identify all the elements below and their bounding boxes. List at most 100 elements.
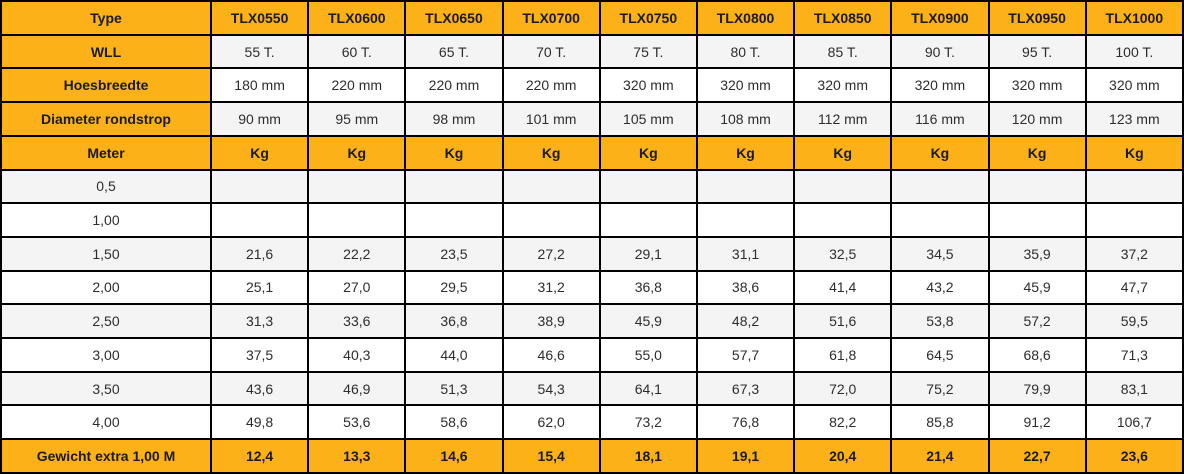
value-cell: 76,8 (695, 404, 796, 441)
value-cell: 45,9 (987, 269, 1087, 306)
value-cell: 12,4 (209, 438, 310, 474)
value-cell: 82,2 (793, 404, 893, 441)
value-cell: 95 mm (307, 101, 407, 137)
value-cell (695, 202, 796, 238)
value-cell: 220 mm (307, 67, 407, 104)
value-cell (598, 202, 698, 238)
value-cell: 32,5 (793, 235, 893, 272)
value-cell: 67,3 (695, 370, 796, 407)
value-cell (598, 168, 698, 205)
meter-row-1-50: 1,50 21,6 22,2 23,5 27,2 29,1 31,1 32,5 … (0, 235, 1184, 272)
value-cell: 220 mm (404, 67, 504, 104)
value-cell (209, 168, 310, 205)
value-cell (307, 202, 407, 238)
value-cell: 19,1 (695, 438, 796, 474)
value-cell: 101 mm (501, 101, 601, 137)
type-column-header: TLX0850 (793, 0, 893, 36)
value-cell: 33,6 (307, 303, 407, 340)
value-cell: 64,1 (598, 370, 698, 407)
row-label: 1,50 (0, 235, 212, 272)
value-cell: 57,7 (695, 337, 796, 373)
value-cell (501, 202, 601, 238)
value-cell (890, 202, 990, 238)
value-cell: 62,0 (501, 404, 601, 441)
value-cell: 29,1 (598, 235, 698, 272)
value-cell: 48,2 (695, 303, 796, 340)
hoesbreedte-row: Hoesbreedte 180 mm 220 mm 220 mm 220 mm … (0, 67, 1184, 104)
value-cell (307, 168, 407, 205)
value-cell: 21,4 (890, 438, 990, 474)
value-cell: 38,6 (695, 269, 796, 306)
value-cell: 37,5 (209, 337, 310, 373)
value-cell: 75 T. (598, 33, 698, 70)
value-cell: 98 mm (404, 101, 504, 137)
diameter-rondstrop-row: Diameter rondstrop 90 mm 95 mm 98 mm 101… (0, 101, 1184, 137)
value-cell: 120 mm (987, 101, 1087, 137)
value-cell: 106,7 (1084, 404, 1184, 441)
value-cell: 21,6 (209, 235, 310, 272)
value-cell (793, 202, 893, 238)
value-cell: 45,9 (598, 303, 698, 340)
meter-row-1-00: 1,00 (0, 202, 1184, 238)
meter-row-2-00: 2,00 25,1 27,0 29,5 31,2 36,8 38,6 41,4 … (0, 269, 1184, 306)
value-cell: 79,9 (987, 370, 1087, 407)
value-cell: 38,9 (501, 303, 601, 340)
kg-header-cell: Kg (209, 134, 310, 171)
row-label: Gewicht extra 1,00 M (0, 438, 212, 474)
value-cell: 41,4 (793, 269, 893, 306)
meter-kg-header-row: Meter Kg Kg Kg Kg Kg Kg Kg Kg Kg Kg (0, 134, 1184, 171)
row-label: Hoesbreedte (0, 67, 212, 104)
row-label: 3,50 (0, 370, 212, 407)
kg-header-cell: Kg (987, 134, 1087, 171)
value-cell (793, 168, 893, 205)
value-cell (695, 168, 796, 205)
value-cell: 320 mm (1084, 67, 1184, 104)
value-cell: 53,6 (307, 404, 407, 441)
value-cell: 23,6 (1084, 438, 1184, 474)
meter-row-4-00: 4,00 49,8 53,6 58,6 62,0 73,2 76,8 82,2 … (0, 404, 1184, 441)
wll-row: WLL 55 T. 60 T. 65 T. 70 T. 75 T. 80 T. … (0, 33, 1184, 70)
value-cell: 320 mm (695, 67, 796, 104)
value-cell: 13,3 (307, 438, 407, 474)
type-column-header: TLX0950 (987, 0, 1087, 36)
value-cell: 22,2 (307, 235, 407, 272)
value-cell: 15,4 (501, 438, 601, 474)
value-cell: 53,8 (890, 303, 990, 340)
value-cell: 72,0 (793, 370, 893, 407)
value-cell: 47,7 (1084, 269, 1184, 306)
value-cell (987, 202, 1087, 238)
value-cell: 36,8 (598, 269, 698, 306)
value-cell: 180 mm (209, 67, 310, 104)
type-column-header: TLX0650 (404, 0, 504, 36)
value-cell: 29,5 (404, 269, 504, 306)
type-column-header: TLX0600 (307, 0, 407, 36)
value-cell: 61,8 (793, 337, 893, 373)
value-cell: 70 T. (501, 33, 601, 70)
value-cell (1084, 168, 1184, 205)
value-cell (501, 168, 601, 205)
row-label: 2,50 (0, 303, 212, 340)
value-cell (404, 202, 504, 238)
type-column-header: TLX0900 (890, 0, 990, 36)
value-cell: 105 mm (598, 101, 698, 137)
value-cell: 65 T. (404, 33, 504, 70)
value-cell: 80 T. (695, 33, 796, 70)
type-column-header: TLX0550 (209, 0, 310, 36)
value-cell: 320 mm (793, 67, 893, 104)
value-cell: 46,6 (501, 337, 601, 373)
meter-row-0-5: 0,5 (0, 168, 1184, 205)
value-cell: 22,7 (987, 438, 1087, 474)
value-cell: 95 T. (987, 33, 1087, 70)
value-cell: 75,2 (890, 370, 990, 407)
value-cell: 85,8 (890, 404, 990, 441)
kg-header-cell: Kg (793, 134, 893, 171)
value-cell: 43,6 (209, 370, 310, 407)
type-header-row: Type TLX0550 TLX0600 TLX0650 TLX0700 TLX… (0, 0, 1184, 36)
value-cell: 54,3 (501, 370, 601, 407)
row-label: 4,00 (0, 404, 212, 441)
value-cell: 60 T. (307, 33, 407, 70)
value-cell: 68,6 (987, 337, 1087, 373)
value-cell: 83,1 (1084, 370, 1184, 407)
kg-header-cell: Kg (404, 134, 504, 171)
